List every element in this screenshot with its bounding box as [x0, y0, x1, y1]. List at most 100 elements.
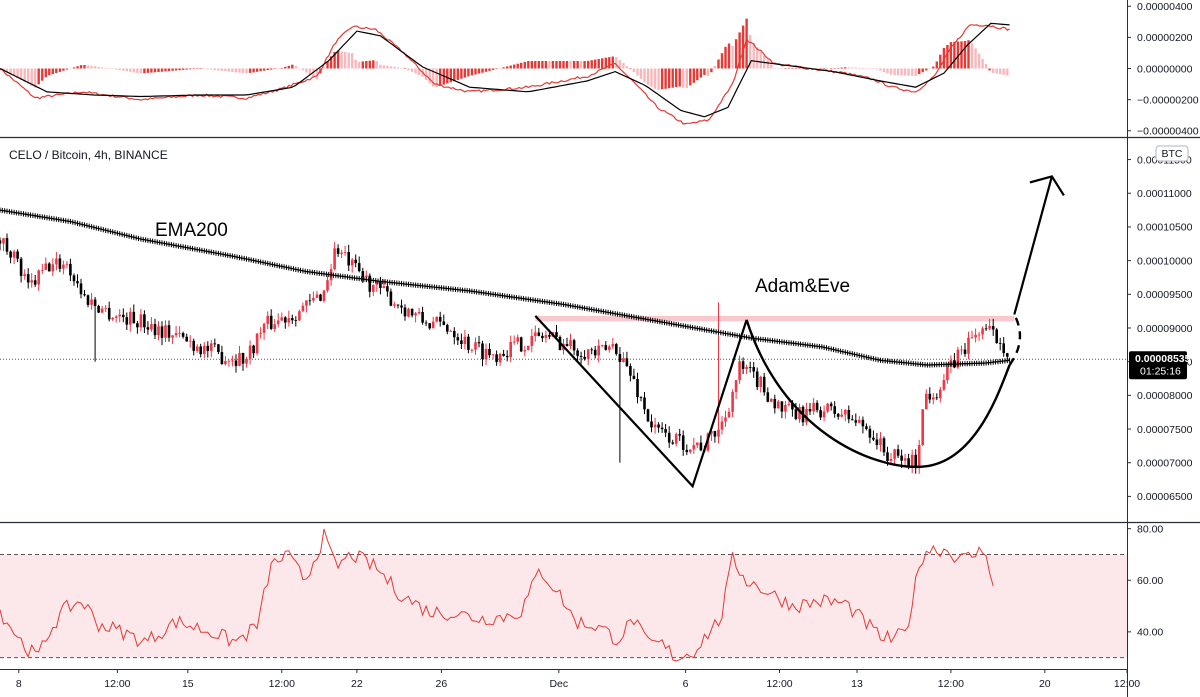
macd-histogram-bar — [484, 68, 488, 72]
rsi-panel[interactable] — [0, 528, 1127, 662]
macd-histogram-bar — [551, 61, 555, 69]
candle-body — [872, 437, 875, 440]
x-axis-tick-label: 22 — [351, 678, 363, 690]
macd-histogram-bar — [798, 68, 801, 69]
candle-body — [762, 376, 766, 393]
candle-body — [960, 349, 963, 351]
macd-histogram-bar — [727, 43, 731, 69]
macd-histogram-bar — [23, 68, 26, 82]
macd-line — [0, 24, 1010, 125]
adam-eve-pattern-line — [534, 315, 748, 489]
candle-body — [86, 295, 90, 305]
macd-histogram-bar — [389, 66, 393, 69]
price-axis-tick-label: 0.00007000 — [1137, 458, 1193, 470]
macd-histogram-bar — [815, 68, 819, 69]
macd-histogram-bar — [481, 68, 484, 73]
macd-histogram-bar — [833, 68, 836, 69]
candle-body — [248, 345, 252, 359]
candle-body — [333, 248, 336, 270]
candle-body — [822, 411, 826, 418]
macd-histogram-bar — [882, 68, 886, 72]
candle-body — [421, 312, 424, 323]
macd-histogram-bar — [558, 61, 562, 69]
candle-body — [118, 314, 121, 317]
candle-body — [836, 413, 840, 417]
macd-y-axis[interactable]: 0.00000400 0.00000200 0.00000000 −0.0000020… — [1127, 1, 1199, 138]
macd-histogram-bar — [203, 68, 206, 69]
currency-badge[interactable] — [1155, 145, 1189, 162]
candle-body — [431, 321, 435, 329]
macd-histogram-bar — [97, 66, 100, 69]
macd-histogram-bar — [900, 68, 903, 76]
macd-histogram-bar — [354, 59, 357, 69]
candle-body — [343, 252, 347, 253]
price-y-axis[interactable]: 0.000115000.000110000.000105000.00010000… — [1127, 154, 1193, 503]
candle-body — [19, 258, 23, 276]
macd-histogram-bar — [879, 68, 882, 71]
macd-panel[interactable] — [0, 18, 1010, 125]
candle-body — [798, 406, 801, 420]
candle-body — [16, 251, 19, 259]
macd-histogram-bar — [477, 68, 481, 74]
ema200-line — [0, 207, 1011, 368]
candle-body — [48, 263, 51, 272]
candle-body — [417, 312, 421, 314]
candle-body — [519, 337, 523, 352]
time-x-axis[interactable]: 8 12:00 15 12:00 22 26 Dec 6 12:00 13 12:00 20 12:00 — [16, 669, 1140, 690]
candle-body — [537, 332, 541, 336]
macd-histogram-bar — [262, 68, 266, 71]
candle-body — [646, 409, 650, 422]
candle-body — [611, 344, 615, 347]
macd-histogram-bar — [555, 61, 558, 69]
candle-body — [435, 316, 438, 322]
candle-body — [90, 299, 93, 305]
macd-axis-tick-label: 0.00000200 — [1137, 32, 1193, 44]
rsi-axis-tick-label: 80.00 — [1137, 524, 1163, 536]
macd-histogram-bar — [467, 68, 470, 77]
macd-histogram-bar — [749, 34, 752, 69]
macd-histogram-bar — [992, 68, 995, 73]
candle-body — [745, 367, 748, 369]
candle-body — [977, 334, 981, 336]
macd-histogram-bar — [9, 68, 12, 75]
candle-body — [238, 353, 241, 366]
macd-histogram-bar — [787, 68, 791, 69]
candle-body — [879, 438, 882, 446]
candle-body — [104, 307, 107, 309]
macd-histogram-bar — [911, 68, 914, 76]
macd-histogram-bar — [963, 41, 967, 69]
macd-histogram-bar — [336, 50, 340, 69]
candle-body — [784, 405, 787, 412]
candle-body — [93, 299, 97, 306]
macd-histogram-bar — [756, 47, 759, 69]
candle-body — [143, 314, 146, 328]
candle-body — [298, 311, 301, 321]
macd-histogram-bar — [125, 68, 128, 72]
macd-histogram-bar — [918, 68, 921, 75]
macd-histogram-bar — [400, 67, 403, 69]
macd-histogram-bar — [439, 68, 442, 86]
candle-body — [217, 344, 220, 352]
macd-histogram-bar — [541, 61, 544, 69]
candle-body — [939, 389, 942, 399]
macd-histogram-bar — [594, 59, 597, 69]
macd-axis-tick-label: −0.00000400 — [1137, 126, 1199, 138]
candle-body — [681, 435, 685, 450]
macd-histogram-bar — [488, 68, 491, 71]
candle-body — [833, 406, 836, 414]
candle-body — [854, 420, 858, 423]
macd-histogram-bar — [185, 68, 188, 70]
candle-body — [255, 333, 259, 354]
macd-histogram-bar — [995, 68, 998, 74]
price-panel[interactable]: CELO / Bitcoin, 4h, BINANCE EMA200 Adam&… — [0, 148, 1127, 489]
candle-body — [336, 248, 340, 254]
macd-histogram-bar — [498, 68, 502, 69]
candle-body — [780, 401, 784, 412]
rsi-y-axis[interactable]: 80.00 60.00 40.00 — [1127, 524, 1163, 639]
candle-body — [0, 240, 2, 244]
macd-histogram-bar — [671, 68, 674, 88]
candle-body — [224, 361, 227, 364]
last-price-value: 0.00008535 — [1135, 353, 1191, 365]
macd-histogram-bar — [534, 61, 537, 69]
